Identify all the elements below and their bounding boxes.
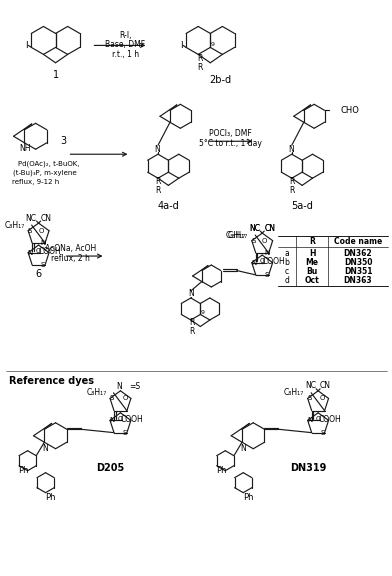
Text: N: N (40, 240, 46, 246)
Text: O: O (320, 395, 325, 401)
Text: N: N (109, 418, 114, 423)
Text: R: R (156, 177, 161, 186)
Text: N: N (264, 250, 269, 256)
Text: NC: NC (249, 223, 260, 233)
Text: DN350: DN350 (344, 257, 372, 267)
Text: Bu: Bu (307, 267, 318, 275)
Text: S: S (252, 238, 256, 244)
Text: Me: Me (306, 257, 319, 267)
Text: S: S (41, 262, 45, 268)
Text: Ph: Ph (18, 466, 29, 475)
Text: CN: CN (264, 223, 275, 233)
Text: 9: 9 (200, 310, 204, 314)
Text: NC: NC (249, 223, 260, 233)
Text: Ph: Ph (45, 493, 56, 502)
Text: R: R (190, 327, 195, 336)
Text: DN351: DN351 (344, 267, 372, 275)
Text: d: d (285, 275, 290, 285)
Text: AcONa, AcOH: AcONa, AcOH (45, 244, 96, 252)
Text: COOH: COOH (262, 257, 285, 266)
Text: R: R (289, 186, 295, 195)
Text: S: S (123, 430, 127, 435)
Text: O: O (316, 416, 321, 422)
Text: Code name: Code name (334, 237, 382, 246)
Text: N: N (116, 382, 122, 391)
Text: C₈H₁₇: C₈H₁₇ (4, 221, 25, 230)
Text: N: N (240, 444, 246, 453)
Text: CN: CN (41, 214, 52, 222)
Text: NC: NC (305, 381, 316, 391)
Text: 5°C to r.t., 1 day: 5°C to r.t., 1 day (199, 139, 262, 148)
Text: N: N (42, 444, 48, 453)
Text: C₈H₁₇: C₈H₁₇ (228, 230, 248, 240)
Text: c: c (285, 267, 289, 275)
Text: S: S (320, 430, 325, 435)
Text: N: N (188, 290, 194, 298)
Text: DN319: DN319 (290, 463, 326, 473)
Text: 9: 9 (210, 42, 214, 47)
Text: 2b-d: 2b-d (209, 75, 231, 85)
Text: Ph: Ph (243, 493, 254, 502)
Text: 1: 1 (53, 70, 59, 81)
Text: DN362: DN362 (344, 249, 372, 257)
Text: N: N (251, 260, 256, 266)
Text: O: O (38, 228, 44, 234)
Text: COOH: COOH (39, 247, 62, 256)
Text: reflux, 2 h: reflux, 2 h (51, 253, 90, 263)
Text: D205: D205 (96, 463, 125, 473)
Text: O: O (118, 416, 123, 422)
Text: CN: CN (320, 381, 331, 391)
Text: Base, DMF: Base, DMF (105, 40, 145, 49)
Text: N: N (154, 145, 160, 154)
Text: R-I,: R-I, (119, 31, 132, 40)
Text: O: O (260, 258, 265, 264)
Text: Ph: Ph (216, 466, 227, 475)
Text: 5a-d: 5a-d (291, 201, 313, 211)
Text: H: H (309, 249, 316, 257)
Text: S: S (307, 395, 312, 401)
Text: I: I (180, 41, 182, 50)
Text: C₈H₁₇: C₈H₁₇ (226, 230, 246, 240)
Text: 3: 3 (60, 137, 67, 146)
Text: DN363: DN363 (344, 275, 372, 285)
Text: Reference dyes: Reference dyes (9, 376, 94, 386)
Text: a: a (285, 249, 290, 257)
Text: r.t., 1 h: r.t., 1 h (112, 50, 139, 59)
Text: S: S (110, 395, 114, 401)
Text: Pd(OAc)₂, t-BuOK,: Pd(OAc)₂, t-BuOK, (18, 161, 79, 168)
Text: R: R (309, 237, 315, 246)
Text: R: R (198, 63, 203, 72)
Text: O: O (262, 238, 267, 244)
Text: NC: NC (25, 214, 36, 222)
Text: NH: NH (20, 144, 31, 153)
Text: 6: 6 (36, 269, 42, 279)
Text: 4a-d: 4a-d (158, 201, 179, 211)
Text: S: S (265, 272, 269, 278)
Text: O: O (122, 395, 128, 401)
Text: COOH: COOH (121, 415, 143, 424)
Text: (t-Bu)₃P, m-xylene: (t-Bu)₃P, m-xylene (13, 170, 76, 176)
Text: R: R (156, 186, 161, 195)
Text: N: N (288, 145, 294, 154)
Text: R: R (198, 54, 203, 63)
Text: C₈H₁₇: C₈H₁₇ (284, 388, 304, 397)
Text: O: O (36, 248, 41, 254)
Text: =S: =S (129, 382, 140, 391)
Text: b: b (285, 257, 290, 267)
Text: CN: CN (264, 223, 275, 233)
Text: Oct: Oct (305, 275, 319, 285)
Text: POCl₃, DMF: POCl₃, DMF (209, 129, 252, 138)
Text: R: R (289, 177, 295, 186)
Text: N: N (307, 418, 312, 423)
Text: reflux, 9-12 h: reflux, 9-12 h (12, 179, 59, 185)
Text: S: S (28, 228, 33, 234)
Text: I: I (25, 41, 28, 50)
Text: COOH: COOH (318, 415, 341, 424)
Text: CHO: CHO (341, 106, 359, 115)
Text: R: R (190, 318, 195, 327)
Text: N: N (27, 249, 33, 256)
Text: C₈H₁₇: C₈H₁₇ (86, 388, 107, 397)
